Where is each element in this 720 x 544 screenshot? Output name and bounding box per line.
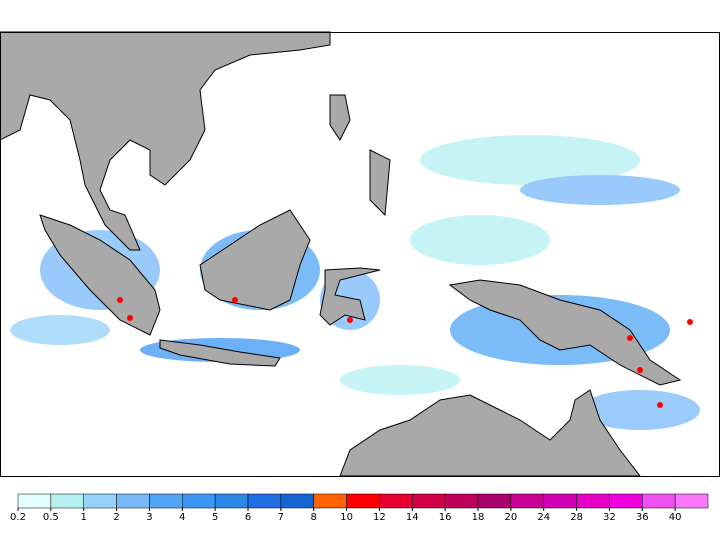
colorbar-label: 36 (636, 512, 649, 523)
color-swatch (412, 493, 446, 509)
color-swatch (17, 493, 52, 509)
color-swatch (346, 493, 380, 509)
australia (339, 389, 642, 477)
colorbar-label: 8 (311, 512, 317, 523)
mainland-asia (0, 31, 331, 251)
colorbar-label: 1 (81, 512, 87, 523)
colorbar-label: 20 (504, 512, 517, 523)
colorbar-label: 40 (669, 512, 682, 523)
color-swatch (313, 493, 347, 509)
color-swatch (116, 493, 150, 509)
color-swatch (149, 493, 183, 509)
colorbar-label: 5 (212, 512, 218, 523)
colorbar-label: 28 (570, 512, 583, 523)
color-swatch (543, 493, 577, 509)
colorbar-label: 4 (179, 512, 185, 523)
color-swatch (280, 493, 314, 509)
color-swatch (477, 493, 512, 509)
colorbar-label: 16 (439, 512, 452, 523)
color-swatch (379, 493, 413, 509)
luzon (329, 94, 351, 141)
colorbar-label: 6 (245, 512, 251, 523)
colorbar-label: 18 (472, 512, 485, 523)
mindanao (369, 149, 391, 217)
color-swatch (576, 493, 610, 509)
color-swatch (182, 493, 216, 509)
new-guinea (448, 279, 682, 386)
color-swatch (642, 493, 676, 509)
colorbar-label: 10 (340, 512, 353, 523)
borneo (199, 209, 311, 311)
colorbar-label: 2 (113, 512, 119, 523)
color-swatch (444, 493, 479, 509)
java (159, 339, 281, 367)
color-swatch (50, 493, 84, 509)
color-swatch (609, 493, 643, 509)
heavy-rain-spots (117, 297, 693, 408)
sulawesi (319, 267, 381, 326)
color-swatch (83, 493, 117, 509)
colorbar-label: 12 (373, 512, 386, 523)
colorbar-label: 0.2 (10, 512, 26, 523)
colorbar-label: 7 (278, 512, 284, 523)
color-swatch (674, 493, 709, 509)
colorbar-label: 0.5 (43, 512, 59, 523)
colorbar-label: 24 (537, 512, 550, 523)
colorbar: 0.2 0.5 1 2 3 4 5 6 7 8 10 12 14 16 18 20 24 28 32 36 40 (10, 493, 709, 523)
sumatra (39, 214, 161, 336)
color-swatch (510, 493, 544, 509)
map (0, 31, 720, 477)
color-swatch (247, 493, 282, 509)
colorbar-label: 32 (603, 512, 616, 523)
colorbar-label: 14 (406, 512, 419, 523)
colorbar-label: 3 (146, 512, 152, 523)
color-swatch (214, 493, 249, 509)
